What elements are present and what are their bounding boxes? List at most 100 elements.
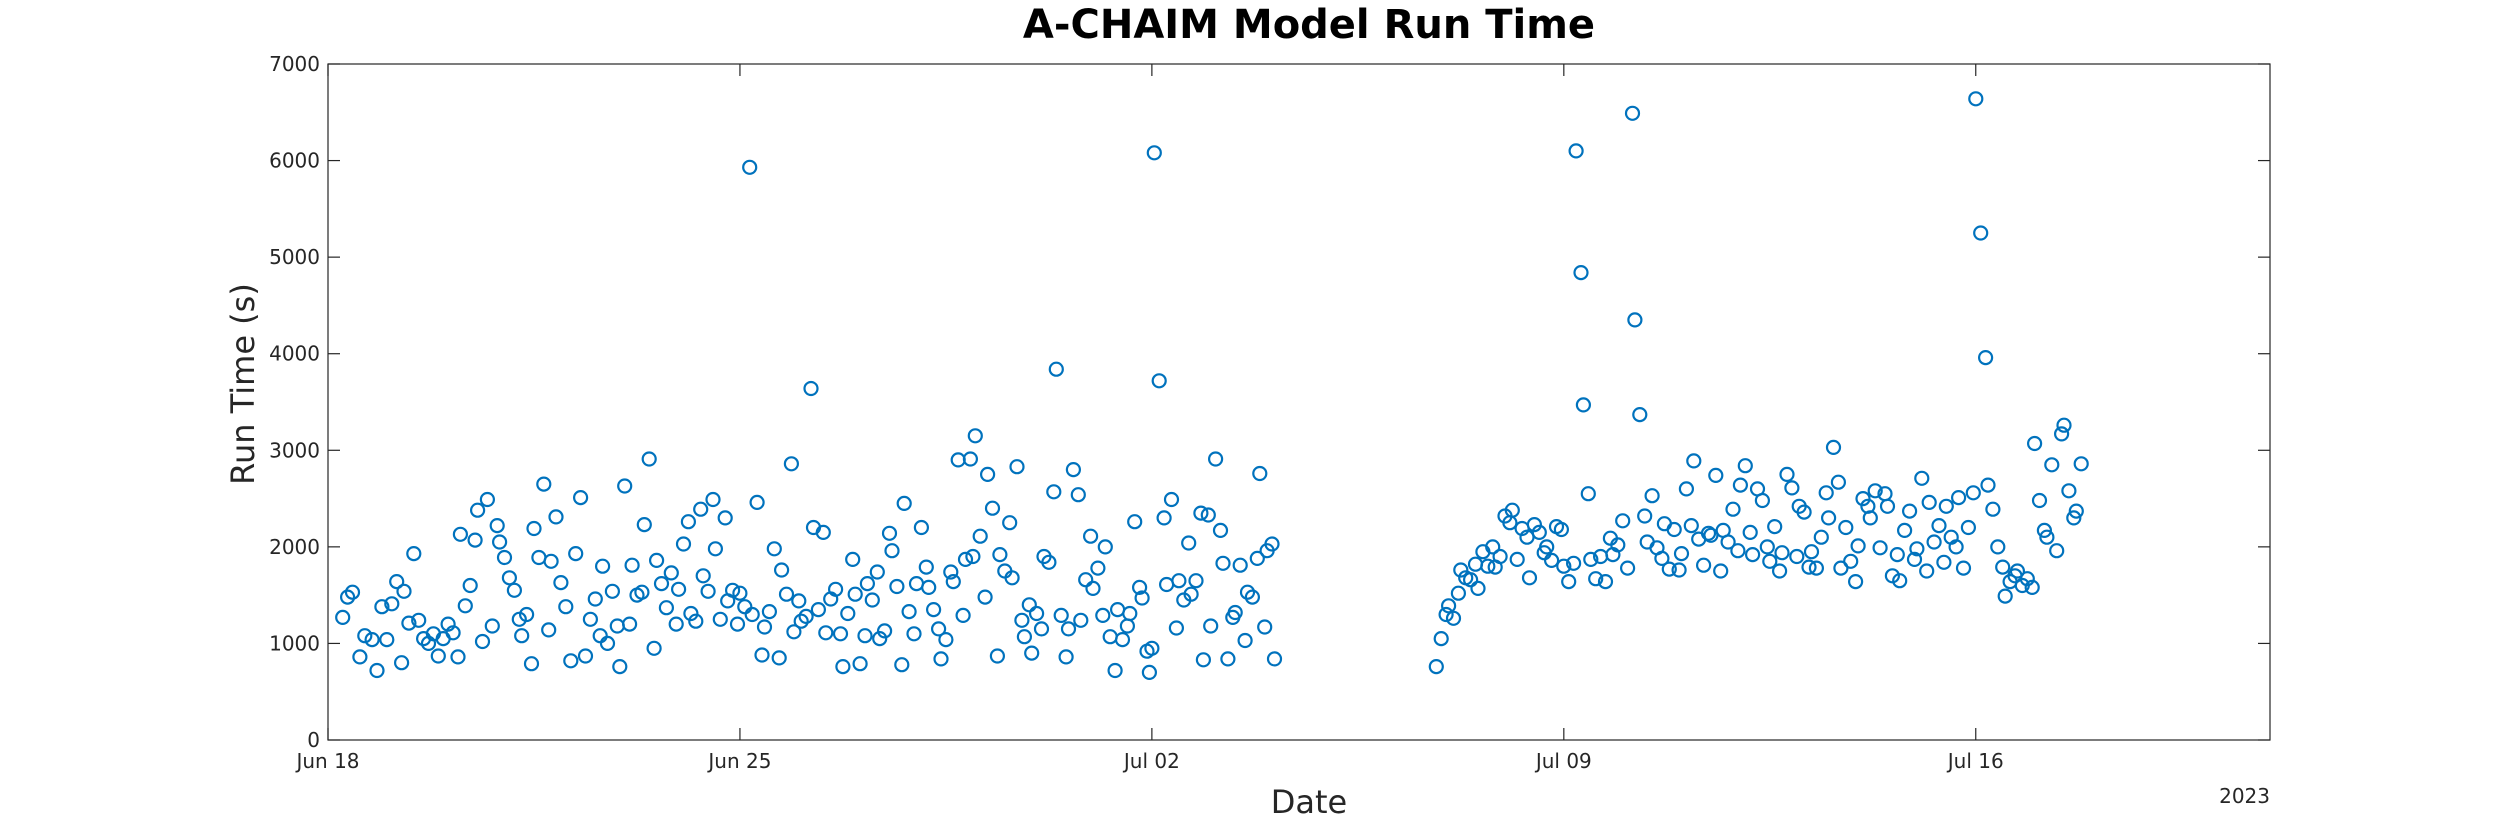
data-point (876, 623, 893, 639)
data-point (1624, 105, 1641, 121)
data-point (1212, 522, 1229, 539)
data-point (1485, 539, 1501, 555)
data-point (930, 621, 947, 637)
data-point (1526, 516, 1543, 533)
data-point (938, 631, 954, 648)
data-point (1048, 361, 1064, 377)
data-point (1789, 548, 1805, 565)
data-point (430, 648, 446, 664)
data-point (1673, 545, 1690, 562)
data-point (2036, 522, 2053, 539)
data-point (1796, 504, 1812, 520)
data-point (1995, 559, 2011, 575)
data-point (705, 491, 721, 508)
data-point (374, 599, 390, 615)
data-point (1134, 590, 1150, 606)
data-point (1965, 485, 1981, 501)
data-point (1637, 508, 1653, 524)
data-point (1521, 570, 1538, 586)
data-point (1565, 555, 1582, 571)
data-point (1543, 552, 1560, 569)
data-point (1997, 588, 2013, 604)
y-tick-label: 3000 (269, 438, 320, 462)
data-point (1754, 492, 1771, 509)
data-point (1919, 563, 1935, 579)
data-point (845, 551, 861, 568)
data-point (1762, 553, 1778, 569)
data-point (563, 653, 579, 669)
data-point (394, 655, 410, 671)
data-point (1896, 522, 1913, 539)
x-tick-label: Jul 09 (1534, 749, 1592, 773)
data-point (340, 589, 356, 605)
data-point (1950, 490, 1967, 506)
data-point (457, 598, 473, 614)
data-point (668, 616, 684, 632)
data-point (663, 565, 679, 581)
data-point (761, 603, 778, 620)
data-point (1450, 585, 1467, 601)
data-point (1232, 557, 1248, 573)
data-point (1188, 573, 1204, 589)
data-point (594, 558, 611, 574)
data-point (445, 625, 461, 641)
data-point (1266, 651, 1283, 667)
data-point (396, 583, 412, 599)
data-point (791, 593, 807, 609)
data-point (1779, 466, 1795, 482)
data-point (1968, 91, 1984, 107)
data-point (1131, 579, 1148, 596)
data-point (962, 451, 979, 467)
data-point (636, 516, 652, 533)
data-point (977, 589, 993, 605)
data-point (1985, 501, 2001, 517)
data-point (335, 609, 351, 626)
data-point (2044, 457, 2060, 473)
data-point (1568, 143, 1584, 159)
data-point (1678, 481, 1695, 497)
data-point (1244, 589, 1261, 605)
data-point (582, 611, 599, 627)
data-point (1453, 562, 1469, 578)
data-point (1742, 524, 1758, 541)
data-point (1249, 550, 1265, 567)
data-point (1808, 560, 1825, 576)
data-point (344, 584, 361, 600)
data-point (1146, 145, 1162, 161)
data-point (1825, 439, 1842, 455)
data-point (2039, 529, 2055, 545)
data-point (921, 579, 937, 596)
data-point (1850, 538, 1866, 554)
data-point (2056, 417, 2072, 433)
data-point (754, 647, 770, 663)
axis-ticks: 0 1000 2000 3000 4000 5000 6000 7000 Jun 18 Jun 2… (269, 52, 2270, 773)
data-point (496, 549, 513, 566)
data-point (474, 633, 491, 650)
chart-title: A-CHAIM Model Run Time (1023, 2, 1595, 48)
data-point (462, 577, 478, 594)
data-point (881, 525, 898, 541)
data-point (1438, 606, 1454, 623)
data-point (1539, 539, 1555, 555)
data-point (2049, 543, 2065, 559)
data-point (1771, 563, 1788, 579)
data-point (1973, 225, 1989, 241)
plot-area: 0 1000 2000 3000 4000 5000 6000 7000 Jun 18 Jun 2… (269, 52, 2271, 773)
data-point (707, 541, 724, 557)
data-point (1767, 518, 1783, 535)
data-point (587, 591, 603, 607)
data-point (1580, 486, 1596, 502)
data-point (379, 631, 395, 648)
data-point (523, 656, 540, 672)
data-point (624, 557, 640, 573)
y-tick-label: 7000 (269, 52, 320, 76)
data-point (384, 596, 400, 612)
data-point (1575, 397, 1592, 413)
data-point (1470, 580, 1486, 597)
data-point (1024, 645, 1040, 661)
data-point (700, 583, 716, 599)
data-point (1683, 517, 1699, 534)
data-point (771, 650, 787, 666)
data-point (1021, 597, 1037, 613)
